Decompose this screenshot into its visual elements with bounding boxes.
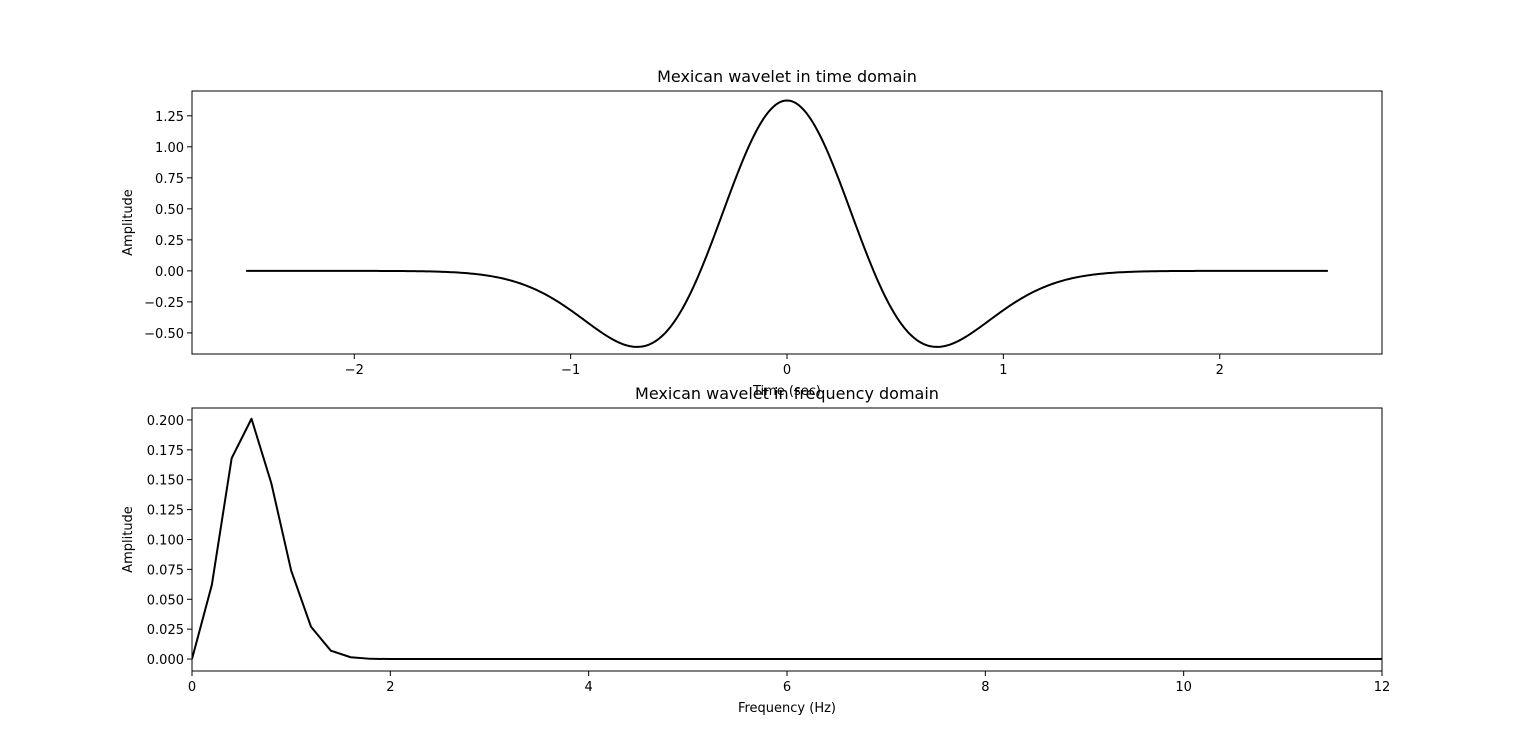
x-tick-label: 1 bbox=[999, 363, 1007, 378]
y-tick-label: −0.50 bbox=[144, 327, 184, 342]
x-axis-label: Time (sec) bbox=[752, 384, 821, 399]
x-axis-label: Frequency (Hz) bbox=[738, 701, 836, 716]
series-line-1 bbox=[192, 417, 1382, 661]
y-tick-label: 0.025 bbox=[147, 623, 184, 638]
chart-title: Mexican wavelet in frequency domain bbox=[635, 384, 939, 403]
y-tick-label: −0.25 bbox=[144, 296, 184, 311]
x-tick-label: 2 bbox=[386, 680, 394, 695]
x-tick-label: 6 bbox=[783, 680, 791, 695]
x-tick-label: −1 bbox=[561, 363, 580, 378]
x-tick-label: −2 bbox=[345, 363, 364, 378]
y-tick-label: 1.00 bbox=[155, 141, 184, 156]
series-line-1 bbox=[246, 99, 1328, 348]
y-tick-label: 0.25 bbox=[155, 234, 184, 249]
y-tick-label: 0.050 bbox=[147, 593, 184, 608]
y-tick-label: 0.125 bbox=[147, 504, 184, 519]
axes-2: 0 2 4 6 8 10 12 0.000 0.025 0.050 0.075 0.100 0.125 0… bbox=[121, 384, 1390, 716]
x-tick-label: 2 bbox=[1216, 363, 1224, 378]
axes-frame bbox=[191, 407, 1383, 672]
y-axis-label: Amplitude bbox=[121, 189, 136, 256]
x-tick-label: 0 bbox=[783, 363, 791, 378]
chart-title: Mexican wavelet in time domain bbox=[657, 67, 917, 86]
y-tick-label: 0.75 bbox=[155, 172, 184, 187]
y-tick-label: 0.100 bbox=[147, 534, 184, 549]
y-tick-label: 0.000 bbox=[147, 653, 184, 668]
y-tick-label: 1.25 bbox=[155, 110, 184, 125]
y-tick-label: 0.150 bbox=[147, 474, 184, 489]
axes-1: −2 −1 0 1 2 −0.50 −0.25 0.00 0.25 0.50 0.75 1.00 1.2… bbox=[121, 67, 1383, 399]
y-tick-label: 0.175 bbox=[147, 444, 184, 459]
axes-frame bbox=[191, 90, 1383, 355]
x-tick-label: 8 bbox=[981, 680, 989, 695]
y-tick-label: 0.200 bbox=[147, 414, 184, 429]
x-tick-label: 12 bbox=[1374, 680, 1391, 695]
x-tick-label: 10 bbox=[1175, 680, 1192, 695]
x-tick-label: 0 bbox=[188, 680, 196, 695]
y-tick-label: 0.075 bbox=[147, 563, 184, 578]
x-tick-label: 4 bbox=[585, 680, 593, 695]
y-axis-label: Amplitude bbox=[121, 506, 136, 573]
y-tick-label: 0.00 bbox=[155, 265, 184, 280]
y-tick-label: 0.50 bbox=[155, 203, 184, 218]
